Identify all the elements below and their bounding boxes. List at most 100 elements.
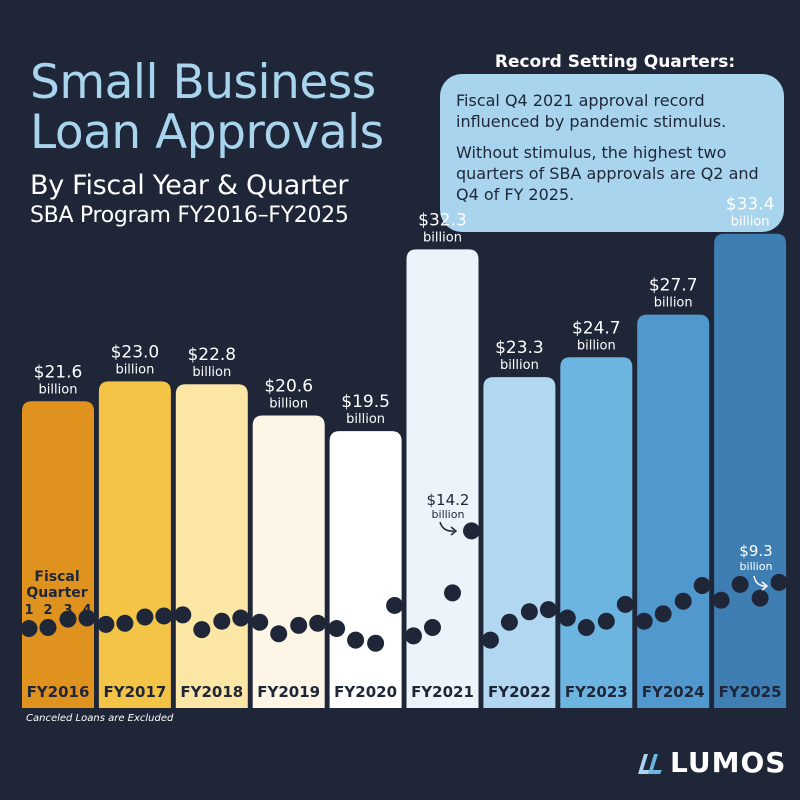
bar-value-label-FY2020: $19.5	[341, 392, 390, 412]
x-tick-label-FY2024: FY2024	[642, 683, 705, 701]
bar-FY2017	[98, 381, 171, 708]
dot-FY2017-Q2	[116, 614, 134, 632]
bar-FY2023	[560, 357, 633, 708]
dot-FY2016-Q1	[20, 620, 38, 638]
bar-unit-label-FY2016: billion	[39, 382, 78, 397]
bar-FY2018	[175, 384, 248, 708]
dot-FY2019-Q2	[270, 625, 288, 643]
x-tick-label-FY2023: FY2023	[565, 683, 628, 701]
dot-FY2024-Q1	[635, 612, 653, 630]
dot-FY2023-Q1	[558, 609, 576, 627]
dot-FY2022-Q1	[481, 631, 499, 649]
x-tick-label-FY2016: FY2016	[27, 683, 90, 701]
bar-unit-label-FY2023: billion	[577, 338, 616, 353]
dot-FY2023-Q2	[577, 619, 595, 636]
bar-FY2024	[637, 314, 710, 708]
x-tick-label-FY2025: FY2025	[719, 683, 782, 701]
x-tick-label-FY2021: FY2021	[411, 683, 474, 701]
annotation-fy2025-arrow	[753, 575, 766, 587]
dot-FY2016-Q3	[59, 610, 77, 628]
bar-unit-label-FY2024: billion	[654, 296, 693, 311]
dot-FY2024-Q4	[693, 577, 711, 594]
lumos-logo-icon	[638, 753, 662, 774]
legend-quarter-3: 3	[63, 603, 72, 618]
dot-FY2017-Q3	[136, 608, 154, 626]
bar-FY2022	[483, 377, 556, 708]
bar-value-label-FY2017: $23.0	[111, 342, 160, 362]
annotation-fy2025-unit: billion	[740, 560, 773, 573]
dot-FY2016-Q2	[39, 619, 57, 636]
bar-unit-label-FY2017: billion	[115, 362, 154, 377]
x-tick-label-FY2017: FY2017	[103, 683, 166, 701]
page-title-line-1: Small Business	[30, 55, 376, 110]
dot-FY2021-Q3	[444, 584, 461, 602]
dot-FY2020-Q3	[367, 634, 385, 652]
dot-FY2022-Q4	[539, 601, 557, 619]
legend-label-line-2: Quarter	[26, 585, 87, 601]
dot-FY2023-Q3	[597, 612, 615, 630]
dot-FY2024-Q3	[674, 592, 692, 610]
callout-paragraph-2: Without stimulus, the highest two quarte…	[456, 143, 759, 204]
annotation-fy2021-arrow	[439, 521, 455, 532]
dot-FY2024-Q2	[654, 605, 672, 623]
bar-FY2020	[329, 431, 402, 708]
annotation-fy2021-unit: billion	[432, 508, 465, 521]
bar-value-label-FY2021: $32.3	[418, 210, 467, 230]
dot-FY2019-Q3	[290, 616, 308, 634]
dot-FY2020-Q2	[347, 631, 365, 649]
bar-unit-label-FY2021: billion	[423, 230, 462, 245]
dot-FY2022-Q3	[520, 603, 538, 621]
bar-FY2025	[714, 233, 787, 708]
bar-unit-label-FY2022: billion	[500, 358, 539, 373]
dot-FY2023-Q4	[616, 595, 634, 613]
bar-value-label-FY2022: $23.3	[495, 338, 544, 358]
footnote: Canceled Loans are Excluded	[26, 713, 174, 724]
dot-FY2025-Q2	[731, 575, 749, 593]
dot-FY2018-Q2	[193, 621, 211, 639]
x-tick-label-FY2022: FY2022	[488, 683, 551, 701]
bar-value-label-FY2019: $20.6	[264, 376, 313, 396]
bar-unit-label-FY2019: billion	[269, 396, 308, 411]
page-title-line-2: Loan Approvals	[30, 105, 384, 160]
dot-FY2018-Q1	[174, 606, 192, 624]
bar-value-label-FY2018: $22.8	[187, 345, 236, 365]
dot-FY2017-Q4	[155, 607, 173, 625]
dot-FY2021-Q4	[463, 522, 480, 540]
legend-label-line-1: Fiscal	[34, 569, 79, 585]
dot-FY2021-Q1	[405, 627, 422, 645]
x-tick-label-FY2020: FY2020	[334, 683, 397, 701]
bar-FY2016	[22, 401, 94, 708]
page-subtitle: By Fiscal Year & Quarter	[30, 170, 349, 201]
title-block: Small Business Loan Approvals By Fiscal …	[30, 58, 384, 230]
dot-FY2025-Q4	[770, 573, 788, 591]
callout-heading: Record Setting Quarters:	[494, 52, 736, 72]
bar-unit-label-FY2025: billion	[731, 215, 770, 230]
dot-FY2017-Q1	[97, 615, 115, 633]
dot-FY2025-Q1	[712, 591, 730, 609]
callout-box: Fiscal Q4 2021 approval record influence…	[440, 74, 784, 232]
bar-FY2019	[252, 415, 325, 708]
legend-quarter-2: 2	[43, 603, 52, 618]
bar-unit-label-FY2020: billion	[346, 412, 385, 427]
dot-FY2019-Q1	[251, 613, 269, 631]
bar-value-label-FY2016: $21.6	[34, 362, 83, 382]
annotation-fy2025-value: $9.3	[739, 542, 772, 560]
page-subtitle-range: SBA Program FY2016–FY2025	[30, 203, 349, 228]
brand-name: LUMOS	[670, 746, 787, 779]
dot-FY2016-Q4	[78, 609, 96, 627]
brand-logo: LUMOS	[636, 746, 786, 779]
annotation-fy2025-arrowhead	[761, 581, 769, 591]
bar-value-label-FY2023: $24.7	[572, 318, 621, 338]
dot-FY2021-Q2	[424, 619, 441, 636]
dot-FY2022-Q2	[500, 613, 518, 631]
x-tick-label-FY2018: FY2018	[180, 683, 243, 701]
legend-quarter-1: 1	[24, 603, 33, 618]
dot-FY2025-Q3	[751, 589, 769, 607]
callout-paragraph-1: Fiscal Q4 2021 approval record influence…	[456, 91, 727, 131]
annotation-fy2021-arrowhead	[450, 526, 458, 536]
legend-quarter-4: 4	[82, 603, 91, 618]
dot-FY2020-Q4	[386, 596, 404, 614]
dot-FY2019-Q4	[309, 614, 327, 632]
dot-FY2018-Q3	[213, 612, 231, 630]
